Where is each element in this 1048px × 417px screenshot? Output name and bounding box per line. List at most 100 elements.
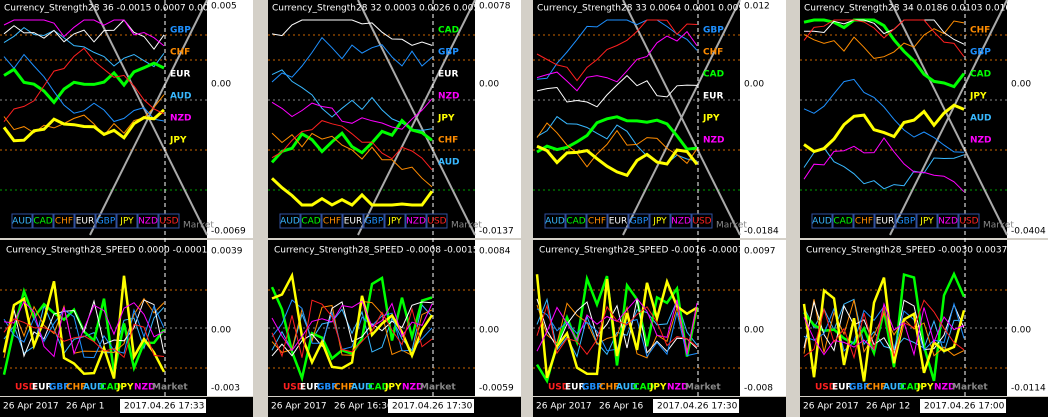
speed-line [535, 274, 698, 379]
axis-top [207, 0, 253, 238]
legend-box [895, 213, 917, 229]
legend-box [565, 213, 587, 229]
speed-line [271, 299, 433, 358]
legend-box [916, 213, 938, 229]
legend-item: CHF [55, 217, 73, 227]
axis-label: -0.0404 [1011, 227, 1046, 237]
speed-title: Currency_Strength28_SPEED -0.0030 0.0037 [806, 246, 1007, 256]
axis-label: -0.003 [211, 384, 240, 394]
speed-legend-market: Market [952, 383, 988, 393]
speed-legend-item: AUD [616, 383, 637, 393]
strength-line [3, 61, 165, 105]
plot-bottom [800, 240, 1007, 396]
strength-line [3, 94, 165, 137]
speed-legend-item: USD [283, 383, 304, 393]
strength-line [3, 47, 165, 123]
speed-legend-item: CHF [599, 383, 619, 393]
speed-legend-item: NZD [134, 383, 156, 393]
speed-legend-item: NZD [402, 383, 424, 393]
legend-item: GBP [897, 217, 916, 227]
legend-market: Market [451, 221, 482, 231]
plot-bottom [268, 240, 475, 396]
speed-line [536, 298, 698, 354]
cross-line [622, 0, 741, 236]
currency-label: GBP [438, 48, 459, 58]
currency-label: NZD [438, 92, 460, 102]
legend-item: NZD [138, 217, 158, 227]
legend-item: GBP [365, 217, 384, 227]
speed-line [802, 277, 966, 382]
speed-legend-item: AUD [351, 383, 372, 393]
legend-box [158, 213, 180, 229]
legend-item: JPY [919, 217, 934, 227]
plot-top [533, 0, 740, 238]
speed-legend-item: EUR [832, 383, 852, 393]
axis-label: -0.0184 [744, 227, 779, 237]
speed-line [271, 271, 434, 370]
speed-legend-market: Market [152, 383, 188, 393]
speed-legend-item: GBP [317, 383, 338, 393]
speed-title: Currency_Strength28_SPEED -0.0008 -0.001… [274, 246, 479, 256]
currency-label: JPY [169, 136, 187, 146]
legend-box [279, 213, 301, 229]
date-label: 26 Apr 2017 [271, 402, 327, 412]
legend-item: AUD [812, 217, 832, 227]
legend-box [937, 213, 959, 229]
legend-item: NZD [671, 217, 691, 227]
strength-line [271, 98, 433, 130]
speed-line [3, 297, 165, 358]
axis-label: -0.0059 [479, 384, 514, 394]
speed-legend-item: USD [815, 383, 836, 393]
speed-line [536, 297, 698, 359]
cursor-box [120, 399, 206, 413]
date-label: 26 Apr 2017 [803, 402, 859, 412]
speed-legend-item: CAD [633, 383, 654, 393]
currency-label: GBP [170, 26, 191, 36]
legend-box [342, 213, 364, 229]
speed-line [2, 275, 166, 379]
strength-line [803, 19, 965, 58]
currency-label: AUD [438, 158, 459, 168]
speed-legend-item: USD [15, 383, 36, 393]
currency-label: AUD [170, 92, 191, 102]
date-label: 26 Apr 16:30 [334, 402, 393, 412]
strength-line [803, 20, 965, 59]
strength-line [271, 132, 433, 188]
legend-box [137, 213, 159, 229]
legend-item: CAD [833, 217, 852, 227]
legend-box [874, 213, 896, 229]
currency-label: CHF [970, 26, 990, 36]
currency-label: CHF [703, 48, 723, 58]
legend-box [607, 213, 629, 229]
currency-label: NZD [170, 114, 192, 124]
cursor-box [388, 399, 474, 413]
speed-legend-item: JPY [116, 383, 134, 393]
legend-market: Market [983, 221, 1014, 231]
speed-legend-item: USD [548, 383, 569, 393]
strength-line [804, 19, 965, 45]
legend-box [321, 213, 343, 229]
currency-label: EUR [438, 70, 458, 80]
legend-box [363, 213, 385, 229]
currency-label: EUR [170, 70, 190, 80]
currency-label: NZD [970, 136, 992, 146]
axis-label: 0.00 [211, 326, 231, 336]
legend-item: JPY [387, 217, 402, 227]
speed-legend-item: EUR [300, 383, 320, 393]
cursor-date: 2017.04.26 17:00 [924, 402, 1005, 412]
legend-item: CAD [301, 217, 320, 227]
legend-box [426, 213, 448, 229]
legend-item: EUR [344, 217, 363, 227]
speed-legend-item: AUD [83, 383, 104, 393]
legend-item: CAD [33, 217, 52, 227]
strength-line [2, 108, 165, 143]
currency-label: CAD [970, 70, 991, 80]
axis-label: -0.0137 [479, 227, 514, 237]
strength-line [270, 177, 434, 207]
axis-label: 0.0039 [211, 247, 243, 257]
speed-legend-item: CAD [900, 383, 921, 393]
speed-legend-item: NZD [667, 383, 689, 393]
date-label: 26 Apr 1 [66, 402, 104, 412]
legend-item: EUR [76, 217, 95, 227]
